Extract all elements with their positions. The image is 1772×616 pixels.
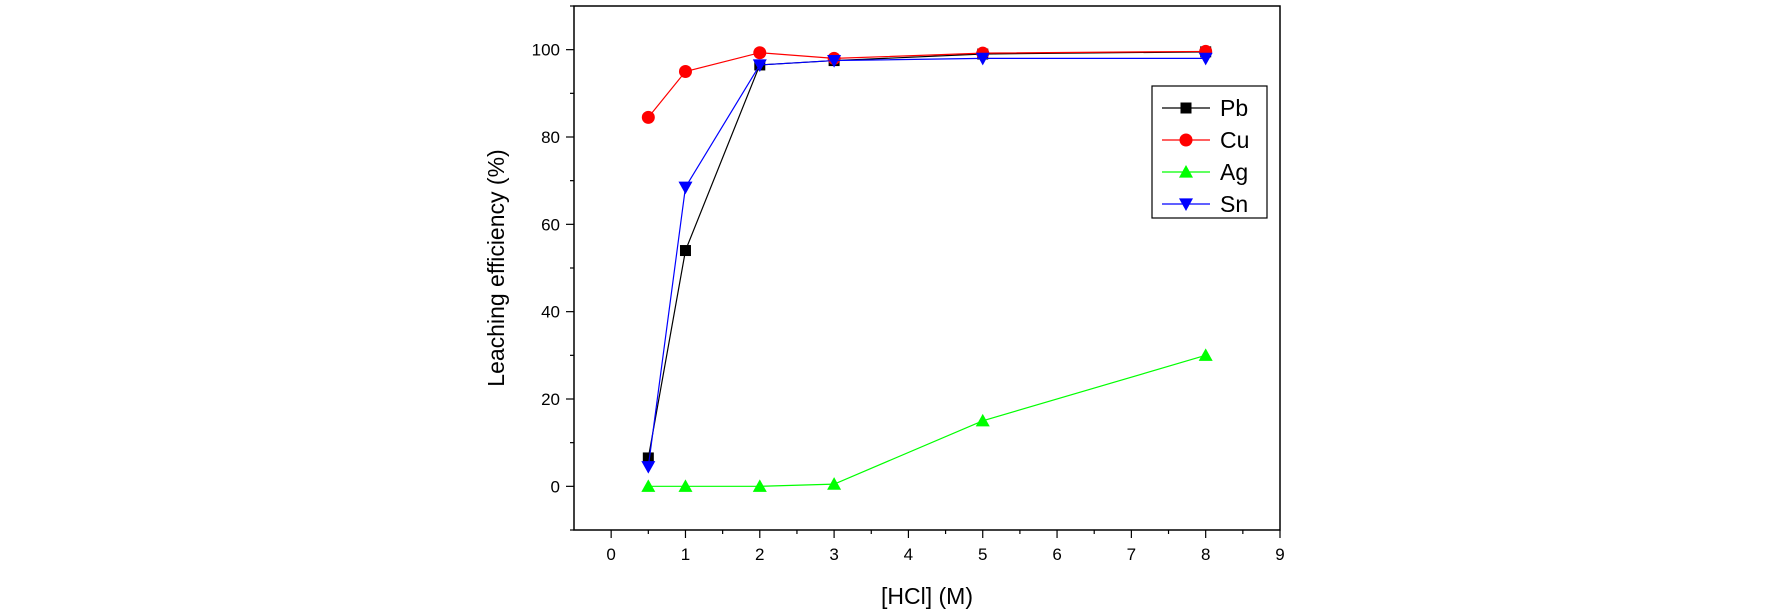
data-point-ag: [678, 479, 693, 492]
series-line-cu: [647, 50, 1206, 118]
x-axis-title: [HCl] (M): [881, 583, 973, 609]
data-point-sn: [827, 54, 842, 68]
y-tick-label: 100: [532, 41, 560, 60]
data-point-cu: [678, 65, 692, 78]
data-point-sn: [641, 461, 656, 474]
legend-marker: [1180, 102, 1192, 114]
series-line-sn: [647, 57, 1206, 467]
x-tick-label: 4: [904, 545, 913, 564]
x-tick-label: 9: [1275, 545, 1284, 564]
legend-marker: [1179, 133, 1193, 147]
data-point-sn: [975, 52, 990, 66]
plot-frame: [573, 5, 1281, 531]
legend-label: Cu: [1220, 127, 1249, 153]
legend-marker: [1179, 165, 1193, 178]
data-point-pb: [679, 245, 691, 257]
y-tick-label: 0: [551, 477, 560, 496]
legend-label: Pb: [1220, 95, 1248, 121]
y-tick-label: 80: [541, 128, 560, 147]
x-tick-label: 6: [1052, 545, 1061, 564]
legend-label: Ag: [1220, 159, 1248, 185]
legend-item-ag: Ag: [1162, 159, 1248, 185]
series-sn: [641, 52, 1213, 474]
x-tick-label: 7: [1127, 545, 1136, 564]
x-tick-label: 5: [978, 545, 987, 564]
legend: Pb Cu Ag Sn: [1151, 85, 1268, 219]
legend-marker: [1179, 198, 1193, 211]
data-point-ag: [641, 479, 656, 492]
data-point-ag: [975, 413, 990, 427]
data-point-sn: [1198, 52, 1213, 66]
y-tick-label: 40: [541, 303, 560, 322]
x-tick-label: 2: [755, 545, 764, 564]
data-point-cu: [641, 110, 655, 124]
series-pb: [642, 46, 1212, 464]
y-tick-label: 60: [541, 215, 560, 234]
y-axis-title: Leaching efficiency (%): [483, 149, 509, 386]
legend-item-cu: Cu: [1162, 127, 1249, 153]
data-point-pb: [642, 452, 654, 464]
legend-item-sn: Sn: [1162, 191, 1248, 217]
data-point-ag: [827, 477, 842, 490]
series-line-ag: [648, 354, 1206, 487]
data-point-sn: [752, 59, 767, 72]
x-tick-label: 1: [681, 545, 690, 564]
y-tick-labels: 0 20 40 60 80 100: [532, 41, 560, 497]
x-tick-label: 3: [829, 545, 838, 564]
series-line-pb: [647, 51, 1206, 459]
x-tick-label: 0: [606, 545, 615, 564]
data-point-ag: [752, 479, 767, 492]
y-tick-label: 20: [541, 390, 560, 409]
series-layer: [641, 44, 1213, 492]
data-point-sn: [678, 181, 693, 195]
data-point-ag: [1198, 348, 1213, 361]
legend-box: [1151, 85, 1268, 219]
x-tick-label: 8: [1201, 545, 1210, 564]
legend-label: Sn: [1220, 191, 1248, 217]
data-point-cu: [753, 46, 767, 60]
x-tick-labels: 0 1 2 3 4 5 6 7 8 9: [606, 545, 1284, 564]
legend-item-pb: Pb: [1162, 95, 1248, 121]
series-ag: [641, 348, 1213, 492]
